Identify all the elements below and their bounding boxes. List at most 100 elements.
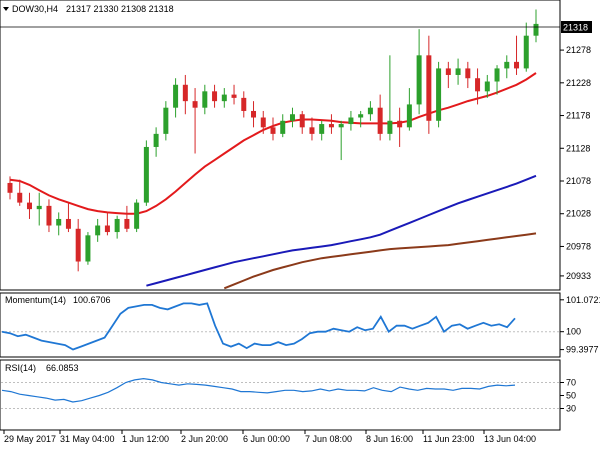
candle-body xyxy=(397,120,403,128)
time-tick-label: 2 Jun 20:00 xyxy=(181,434,228,444)
candle-body xyxy=(387,120,393,134)
triangle-down-icon[interactable] xyxy=(3,7,9,11)
candle-body xyxy=(75,228,81,262)
price-tick-label: 21228 xyxy=(566,78,591,88)
rsi-line xyxy=(1,377,516,403)
candle-body xyxy=(367,107,373,115)
candle-body xyxy=(173,84,179,108)
candle-body xyxy=(426,55,432,121)
candle-body xyxy=(348,117,354,125)
candle-body xyxy=(358,114,364,118)
candle-body xyxy=(46,205,52,226)
rsi-tick-label: 50 xyxy=(566,391,576,401)
candle-body xyxy=(260,117,266,128)
candle-body xyxy=(445,68,451,75)
price-tick-label: 21128 xyxy=(566,143,590,153)
rsi-panel xyxy=(0,359,561,431)
current-price-box xyxy=(561,21,592,33)
rsi-value: 66.0853 xyxy=(46,363,79,373)
sma-line-2 xyxy=(146,174,537,287)
symbol-label: DOW30,H4 xyxy=(12,4,58,14)
candle-body xyxy=(114,218,120,233)
candle-body xyxy=(85,235,91,262)
candle-body xyxy=(202,91,208,108)
candle-body xyxy=(95,225,101,236)
candle-body xyxy=(289,114,295,121)
candle-body xyxy=(56,218,62,226)
price-axis: 21278 21228 21178 21128 21078 21028 20978 20933 xyxy=(560,45,591,281)
price-tick-label: 20933 xyxy=(566,271,591,281)
candle-body xyxy=(319,124,325,134)
candle-body xyxy=(309,127,315,134)
candle-body xyxy=(299,114,305,128)
candle-body xyxy=(475,78,481,92)
candle-body xyxy=(504,61,510,69)
price-tick-label: 21278 xyxy=(566,45,591,55)
time-axis: 29 May 2017 31 May 04:00 1 Jun 12:00 2 Jun … xyxy=(3,430,536,444)
candle-body xyxy=(36,205,42,210)
momentum-tick-label: 100 xyxy=(566,327,581,337)
candle-body xyxy=(436,68,442,121)
rsi-tick-label: 30 xyxy=(566,404,576,414)
candle-body xyxy=(7,182,13,193)
candle-body xyxy=(134,202,140,229)
candle-body xyxy=(124,218,130,229)
momentum-title: Momentum(14) xyxy=(5,295,66,305)
price-tick-label: 20978 xyxy=(566,241,591,251)
candle-body xyxy=(192,101,198,108)
ohlc-values: 21317 21330 21308 21318 xyxy=(66,4,174,14)
momentum-panel xyxy=(0,292,561,358)
time-tick-label: 8 Jun 16:00 xyxy=(366,434,413,444)
time-tick-label: 11 Jun 23:00 xyxy=(423,434,474,444)
candle-body xyxy=(26,202,32,210)
momentum-tick-label: 101.0721 xyxy=(566,295,600,305)
price-panel xyxy=(0,0,561,291)
candle-body xyxy=(163,107,169,134)
candle-body xyxy=(328,124,334,128)
candle-body xyxy=(523,35,529,69)
candle-body xyxy=(377,107,383,134)
candle-body xyxy=(221,94,227,102)
price-series-layer xyxy=(7,9,539,290)
time-tick-label: 31 May 04:00 xyxy=(60,434,115,444)
price-tick-label: 21078 xyxy=(566,176,591,186)
candle-body xyxy=(182,84,188,102)
rsi-title: RSI(14) xyxy=(5,363,36,373)
time-tick-label: 6 Jun 00:00 xyxy=(243,434,290,444)
candle-body xyxy=(65,218,71,229)
sma-line-3 xyxy=(223,232,537,290)
candle-body xyxy=(104,225,110,233)
rsi-tick-label: 70 xyxy=(566,378,576,388)
time-tick-label: 13 Jun 04:00 xyxy=(484,434,536,444)
current-price-label: 21318 xyxy=(563,23,588,33)
candle-body xyxy=(533,23,539,36)
candle-body xyxy=(484,81,490,92)
candle-body xyxy=(416,55,422,105)
candle-body xyxy=(153,133,159,147)
momentum-layer xyxy=(1,302,559,351)
time-tick-label: 1 Jun 12:00 xyxy=(122,434,169,444)
candle-body xyxy=(280,120,286,134)
candle-body xyxy=(494,68,500,82)
momentum-value: 100.6706 xyxy=(73,295,111,305)
momentum-tick-label: 99.3977 xyxy=(566,345,599,355)
candle-body xyxy=(465,68,471,79)
candle-body xyxy=(212,91,218,102)
candle-body xyxy=(251,110,257,118)
momentum-axis: 101.0721 100 99.3977 xyxy=(560,295,600,355)
candle-body xyxy=(143,146,149,203)
momentum-line xyxy=(1,302,516,351)
rsi-axis: 70 50 30 xyxy=(560,378,576,414)
candle-body xyxy=(338,124,344,128)
candle-body xyxy=(514,61,520,69)
candle-body xyxy=(270,127,276,134)
price-tick-label: 21178 xyxy=(566,111,590,121)
rsi-layer xyxy=(1,377,559,409)
time-tick-label: 29 May 2017 xyxy=(4,434,56,444)
candle-body xyxy=(231,94,237,98)
candle-body xyxy=(455,68,461,75)
price-tick-label: 21028 xyxy=(566,209,591,219)
candle-body xyxy=(17,192,23,203)
candle-body xyxy=(241,97,247,111)
